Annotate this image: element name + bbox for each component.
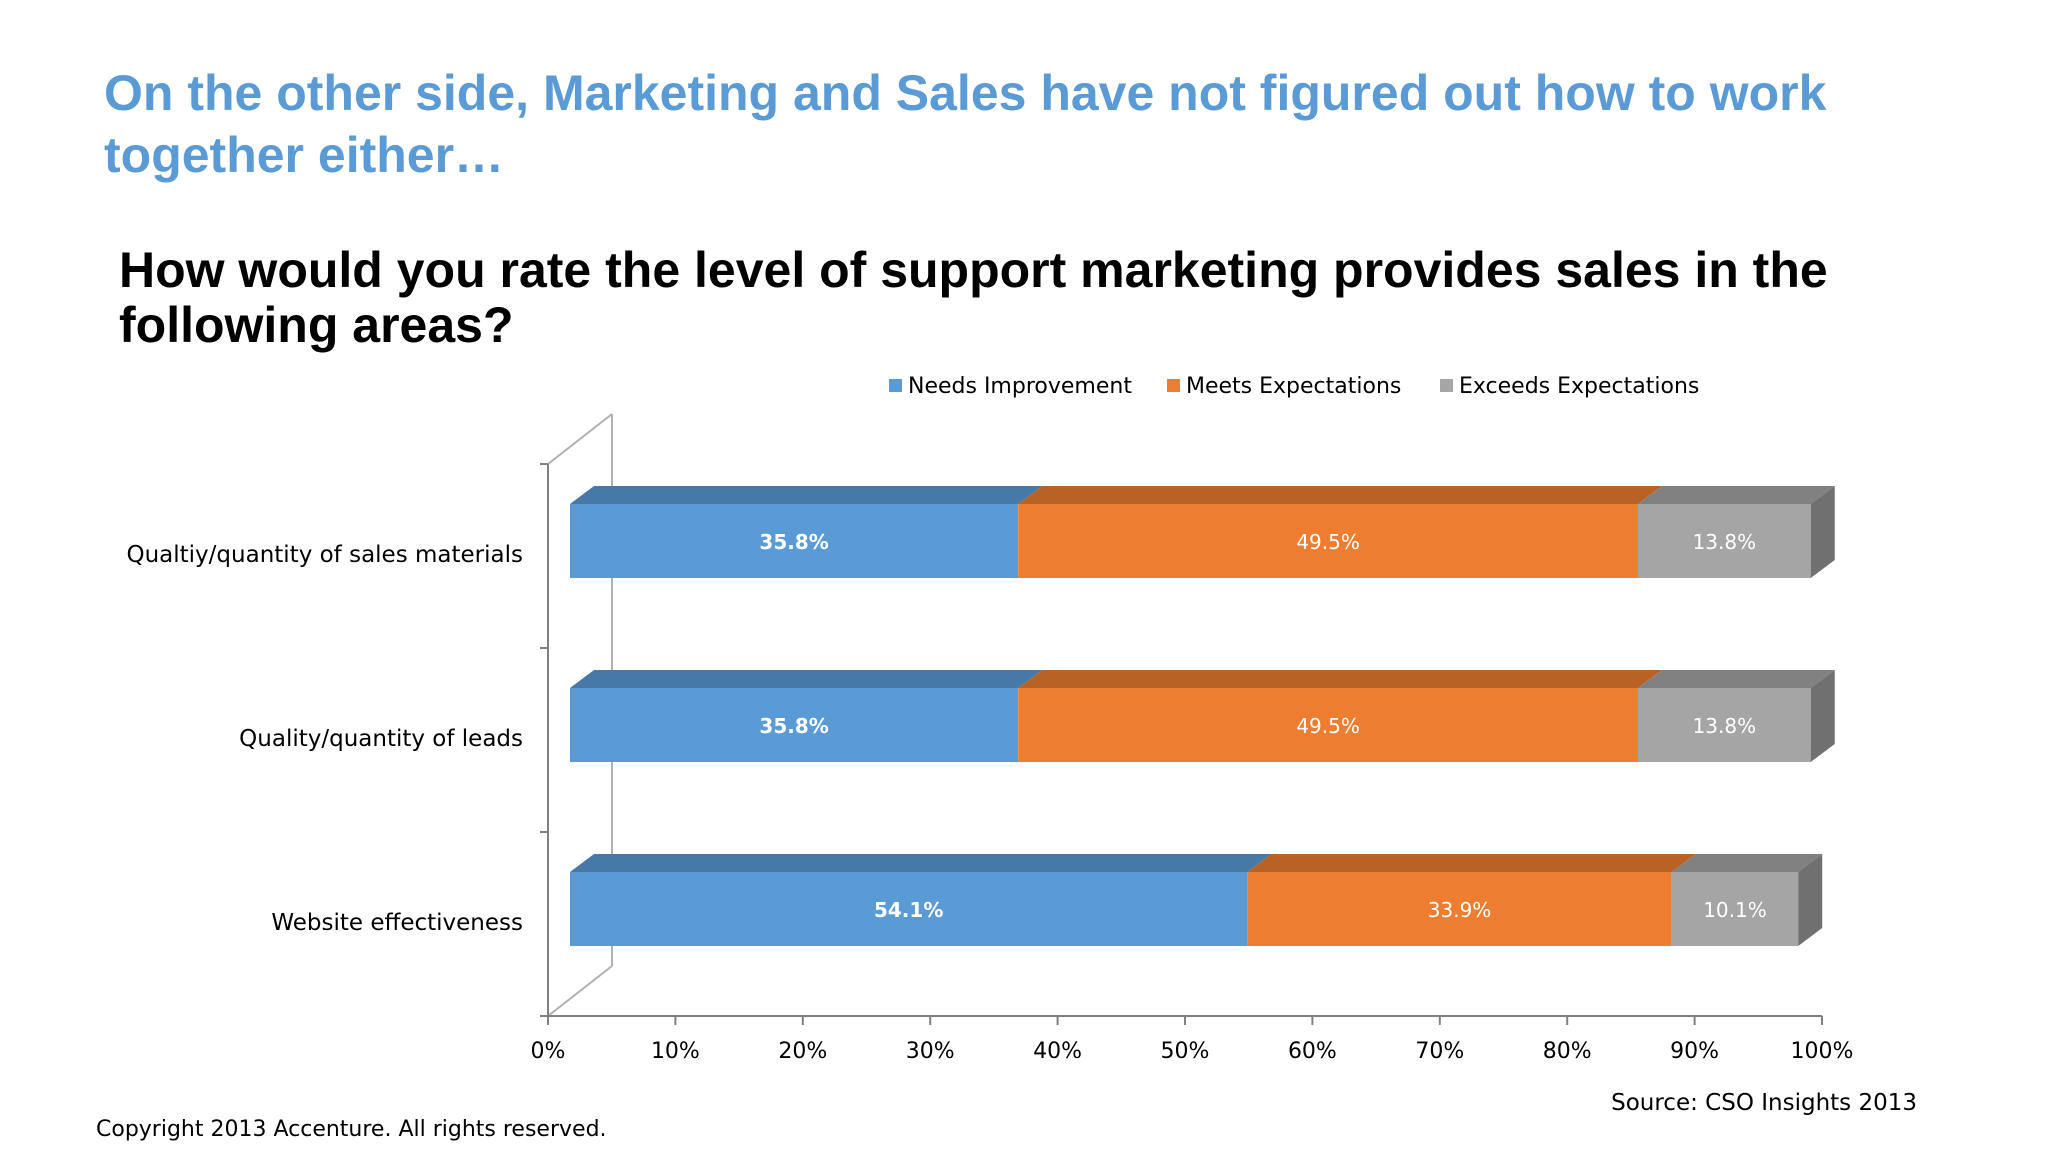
bar-segment xyxy=(1671,872,1799,946)
bar-segment xyxy=(570,872,1248,946)
bar-segment xyxy=(1637,504,1811,578)
bar-segment xyxy=(1018,504,1638,578)
bar-side-face xyxy=(1810,670,1835,762)
chart-tick-labels: 0% 10% 20% 30% 40% 50% 60% 70% 80% 90% 100% xyxy=(531,1039,1854,1064)
source-note: Source: CSO Insights 2013 xyxy=(1611,1090,1917,1116)
chart-legend: Needs Improvement Meets Expectations Excee… xyxy=(889,374,1699,399)
chart-category-labels: Qualtiy/quantity of sales materials Quali… xyxy=(126,542,523,936)
legend-swatch xyxy=(889,379,902,392)
legend-label: Meets Expectations xyxy=(1186,374,1401,399)
x-tick-label: 40% xyxy=(1033,1039,1082,1064)
data-label: 49.5% xyxy=(1296,714,1360,738)
data-label: 13.8% xyxy=(1693,530,1757,554)
copyright-note: Copyright 2013 Accenture. All rights res… xyxy=(96,1117,607,1142)
x-tick-label: 80% xyxy=(1543,1039,1592,1064)
data-label: 54.1% xyxy=(874,898,943,922)
chart-bars xyxy=(570,486,1835,946)
chart-title: How would you rate the level of support … xyxy=(119,242,1828,353)
bar-segment xyxy=(1018,688,1638,762)
x-tick-label: 10% xyxy=(651,1039,700,1064)
category-label: Qualtiy/quantity of sales materials xyxy=(126,542,523,568)
bar-top-face xyxy=(570,486,1043,504)
chart-data-labels: 35.8% 49.5% 13.8% 35.8% 49.5% 13.8% 54.1% 33.9%… xyxy=(759,530,1766,922)
x-tick-label: 60% xyxy=(1288,1039,1337,1064)
x-tick-label: 30% xyxy=(906,1039,955,1064)
bar-side-face xyxy=(1810,486,1835,578)
data-label: 35.8% xyxy=(759,530,828,554)
bar-top-face xyxy=(570,854,1272,872)
legend-label: Exceeds Expectations xyxy=(1459,374,1699,399)
bar-top-face xyxy=(1637,486,1835,504)
chart-wall-top-edge xyxy=(547,413,613,465)
x-tick-label: 20% xyxy=(778,1039,827,1064)
slide-title: On the other side, Marketing and Sales h… xyxy=(104,65,1827,183)
bar-segment xyxy=(570,504,1019,578)
bar-top-face xyxy=(1018,486,1662,504)
category-label: Quality/quantity of leads xyxy=(239,726,523,752)
x-tick-label: 100% xyxy=(1791,1039,1854,1064)
bar-top-face xyxy=(1671,854,1823,872)
data-label: 13.8% xyxy=(1693,714,1757,738)
data-label: 33.9% xyxy=(1428,898,1492,922)
bar-segment xyxy=(570,688,1019,762)
bar-side-face xyxy=(1798,854,1823,946)
data-label: 35.8% xyxy=(759,714,828,738)
category-label: Website effectiveness xyxy=(271,910,523,936)
data-label: 49.5% xyxy=(1296,530,1360,554)
bar-top-face xyxy=(1637,670,1835,688)
bar-segment xyxy=(1247,872,1672,946)
bar-top-face xyxy=(1247,854,1696,872)
chart-floor-edge xyxy=(547,965,613,1017)
data-label: 10.1% xyxy=(1703,898,1767,922)
x-tick-label: 70% xyxy=(1415,1039,1464,1064)
legend-swatch xyxy=(1440,379,1453,392)
x-tick-label: 90% xyxy=(1670,1039,1719,1064)
bar-segment xyxy=(1637,688,1811,762)
bar-top-face xyxy=(1018,670,1662,688)
legend-label: Needs Improvement xyxy=(908,374,1132,399)
x-tick-label: 0% xyxy=(531,1039,566,1064)
bar-top-face xyxy=(570,670,1043,688)
legend-swatch xyxy=(1167,379,1180,392)
x-tick-label: 50% xyxy=(1161,1039,1210,1064)
